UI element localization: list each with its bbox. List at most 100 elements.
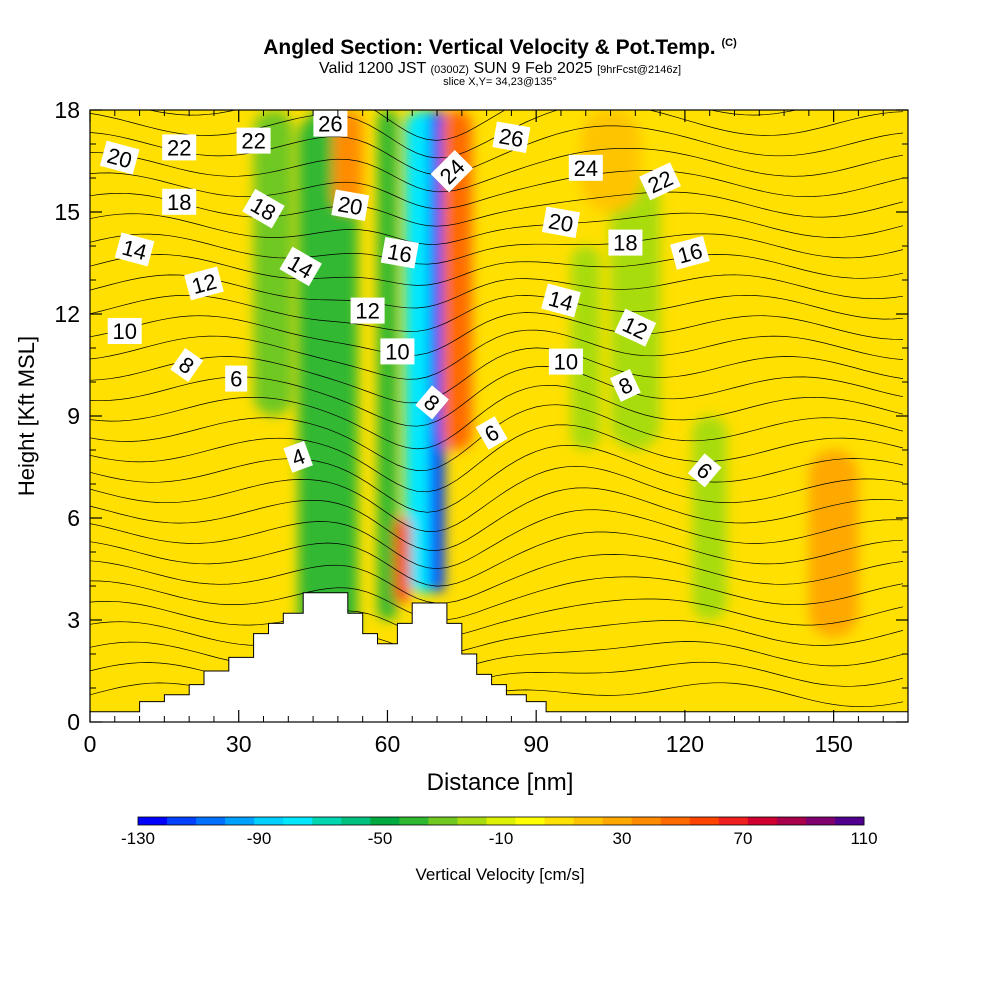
isotherm-label-bg [380,338,415,365]
isotherm-label-bg [687,453,722,488]
colorbar-tick-label: 70 [734,829,753,848]
colorbar-segment [660,817,691,825]
colorbar-segment [399,817,429,825]
x-axis-label: Distance [nm] [427,769,574,796]
isotherm-label-bg [548,348,583,375]
colorbar-segment [544,817,575,825]
colorbar-segment [805,817,836,825]
axes: 0 30 60 90 120 150 0 3 6 9 12 15 18 [54,97,908,757]
isotherm-label-text: 22 [167,135,191,160]
isotherm-line [90,531,904,587]
isotherm-label-text: 26 [318,112,342,137]
colorbar-segment [515,817,546,825]
x-tick-label: 0 [84,731,97,757]
isotherm-label: 26 [313,110,348,137]
y-tick-label: 6 [67,505,80,531]
isotherm-line [90,384,904,450]
colorbar-segment [225,817,255,825]
isotherm-label: 4 [283,440,313,473]
isotherm-line [90,576,904,621]
y-tick-label: 0 [67,709,80,735]
isotherm-label: 6 [225,365,248,392]
isotherm-label-bg [107,318,142,344]
isotherm-label-bg [614,308,657,347]
isotherm-label-text: 10 [385,339,409,364]
colorbar-segment [428,817,458,825]
y-tick-label: 9 [67,403,80,429]
isotherm-label-text: 24 [574,156,598,181]
chart-subtitle: Valid 1200 JST (0300Z) SUN 9 Feb 2025 [9… [0,60,1000,78]
y-tick-label: 18 [54,97,80,123]
isotherm-label: 20 [331,189,370,221]
isotherm-line [90,125,904,176]
isotherm-label-bg [313,110,348,137]
isotherm-label: 22 [162,134,197,161]
colorbar-segment [573,817,604,825]
isotherm-contours [90,110,904,715]
isotherm-line [90,312,904,356]
colorbar-tick-label: -130 [121,829,155,848]
isotherm-label-bg [670,235,710,270]
isotherm-label-bg [609,368,641,402]
x-tick-label: 30 [226,731,252,757]
isotherm-line [90,509,904,570]
isotherm-line [147,110,798,141]
isotherm-label-text: 20 [547,208,575,237]
isotherm-label: 14 [114,232,155,267]
isotherm-label-bg [279,246,322,287]
isotherm-label-bg [541,283,581,318]
valid-prefix: Valid 1200 JST [318,60,426,77]
colorbar-segment [138,817,168,825]
colorbar-label: Vertical Velocity [cm/s] [415,865,584,884]
colorbar-segment [834,817,865,825]
isotherm-line [90,554,904,604]
isotherm-line [90,487,904,551]
isotherm-label: 26 [492,121,531,153]
colorbar-segment [283,817,313,825]
chart-title-unit: (C) [721,37,737,49]
velocity-cell [692,416,728,620]
isotherm-label-bg [542,206,580,238]
y-axis-label: Height [Kft MSL] [14,336,39,496]
isotherm-label-bg [608,229,643,256]
velocity-cell [441,110,472,450]
plot-background [90,110,908,722]
colorbar-segment [631,817,662,825]
isotherm-line [90,147,904,193]
isotherm-label-text: 6 [230,367,242,392]
x-tick-label: 150 [814,731,852,757]
velocity-cell [298,110,358,654]
isotherm-label-bg [568,154,603,181]
chart-title: Angled Section: Vertical Velocity & Pot.… [0,36,1000,60]
background-fill [90,110,908,722]
colorbar-segment [341,817,371,825]
isotherm-label-text: 22 [241,129,265,154]
x-tick-label: 60 [375,731,401,757]
isotherm-label-text: 26 [497,123,525,152]
y-tick-label: 12 [54,301,80,327]
isotherm-label-bg [242,188,285,229]
colorbar-segment [167,817,197,825]
velocity-cell [580,110,641,212]
colorbar-segment [196,817,226,825]
isotherm-label-bg [639,162,682,201]
isotherm-label: 20 [99,140,140,175]
x-tick-label: 90 [523,731,549,757]
colorbar-segment [718,817,749,825]
colorbar: -130 -90 -50 -10 30 70 110 [121,816,878,848]
isotherm-label-bg [380,237,419,269]
velocity-cell [377,110,398,620]
velocity-cell [808,450,859,637]
terrain-profile [89,592,909,723]
isotherm-label-bg [162,188,197,215]
isotherm-label-bg [184,266,224,301]
y-tick-label: 15 [54,199,80,225]
x-tick-label: 120 [666,731,704,757]
isotherm-line [90,212,904,245]
isotherm-label: 10 [380,338,415,365]
colorbar-segment [312,817,342,825]
isotherm-label-bg [99,140,140,175]
valid-utc: (0300Z) [430,64,469,76]
colorbar-segment [602,817,633,825]
isotherm-label-bg [331,189,370,221]
